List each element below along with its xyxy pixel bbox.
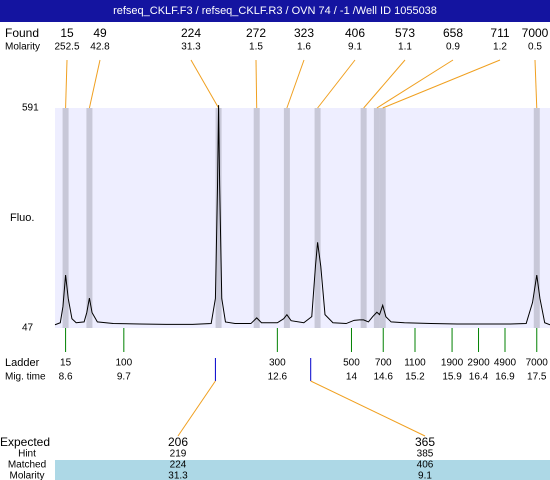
peak-band <box>373 108 380 328</box>
found-molarity: 0.5 <box>528 42 542 53</box>
found-size: 15 <box>60 26 74 40</box>
mig-time-label: Mig. time <box>5 372 46 383</box>
found-size: 406 <box>345 26 365 40</box>
peak-connector <box>376 59 454 109</box>
ladder-time: 15.2 <box>405 372 425 383</box>
found-size: 658 <box>443 26 463 40</box>
ladder-time: 9.7 <box>117 372 131 383</box>
found-label: Found <box>5 26 39 40</box>
row-label: Molarity <box>9 471 44 480</box>
title: refseq_CKLF.F3 / refseq_CKLF.R3 / OVN 74… <box>113 5 437 17</box>
ladder-time: 8.6 <box>59 372 73 383</box>
peak-connector <box>534 59 538 109</box>
trace <box>54 105 550 326</box>
y-axis-label: Fluo. <box>10 212 34 224</box>
found-size: 49 <box>93 26 107 40</box>
ladder-time: 16.4 <box>469 372 489 383</box>
plot-area <box>55 108 550 328</box>
peak-band <box>253 108 260 328</box>
ladder-time: 17.5 <box>527 372 547 383</box>
found-molarity: 0.9 <box>446 42 460 53</box>
ladder-time: 14 <box>346 372 358 383</box>
peak-connector <box>88 59 101 109</box>
peak-band <box>379 108 386 328</box>
ladder-size: 100 <box>115 358 132 369</box>
ladder-label: Ladder <box>5 357 40 369</box>
expected-expected: 365 <box>415 435 435 449</box>
ladder-time: 12.6 <box>268 372 288 383</box>
ladder-size: 15 <box>60 358 72 369</box>
peak-band <box>533 108 540 328</box>
molarity-label: Molarity <box>5 42 40 53</box>
expected-connector <box>310 380 426 437</box>
found-molarity: 1.5 <box>249 42 263 53</box>
found-size: 224 <box>181 26 201 40</box>
ladder-time: 14.6 <box>374 372 394 383</box>
found-size: 711 <box>490 26 509 40</box>
ladder-size: 4900 <box>494 358 517 369</box>
y-tick-label: 47 <box>22 323 34 334</box>
peak-connector <box>190 59 220 109</box>
expected-hint: 219 <box>170 449 187 460</box>
peak-connector <box>317 59 356 109</box>
peak-band <box>360 108 367 328</box>
peak-band <box>314 108 321 328</box>
peak-band <box>215 108 222 328</box>
found-size: 573 <box>395 26 415 40</box>
row-label: Matched <box>8 460 46 471</box>
found-molarity: 9.1 <box>348 42 362 53</box>
peak-band <box>283 108 290 328</box>
found-molarity: 1.1 <box>398 42 412 53</box>
found-molarity: 1.6 <box>297 42 311 53</box>
found-molarity: 1.2 <box>493 42 507 53</box>
found-molarity: 42.8 <box>90 42 110 53</box>
ladder-size: 1100 <box>404 358 426 369</box>
found-molarity: 31.3 <box>181 42 201 53</box>
peak-band <box>62 108 69 328</box>
expected-molarity: 31.3 <box>168 471 188 480</box>
ladder-time: 15.9 <box>442 372 462 383</box>
peak-connector <box>382 59 501 109</box>
expected-expected: 206 <box>168 435 188 449</box>
ladder-size: 500 <box>343 358 360 369</box>
ladder-size: 300 <box>269 358 286 369</box>
expected-matched: 224 <box>170 460 187 471</box>
ladder-time: 16.9 <box>495 372 515 383</box>
ladder-size: 7000 <box>526 358 549 369</box>
expected-hint: 385 <box>417 449 434 460</box>
peak-connector <box>65 59 68 109</box>
y-tick-label: 591 <box>22 103 39 114</box>
expected-molarity: 9.1 <box>418 471 432 480</box>
row-label: Hint <box>18 449 36 460</box>
expected-connector <box>177 380 216 437</box>
found-molarity: 252.5 <box>54 42 79 53</box>
row-label: Expected <box>0 435 50 449</box>
found-size: 7000 <box>522 26 549 40</box>
title-bar <box>0 0 550 22</box>
found-size: 323 <box>294 26 314 40</box>
ladder-size: 1900 <box>441 358 464 369</box>
peak-connector <box>286 59 305 109</box>
ladder-size: 2900 <box>467 358 490 369</box>
peak-band <box>86 108 93 328</box>
peak-connector <box>255 59 258 109</box>
ladder-size: 700 <box>375 358 392 369</box>
expected-matched: 406 <box>417 460 434 471</box>
found-size: 272 <box>246 26 266 40</box>
peak-connector <box>363 59 406 109</box>
matched-band <box>55 460 550 480</box>
